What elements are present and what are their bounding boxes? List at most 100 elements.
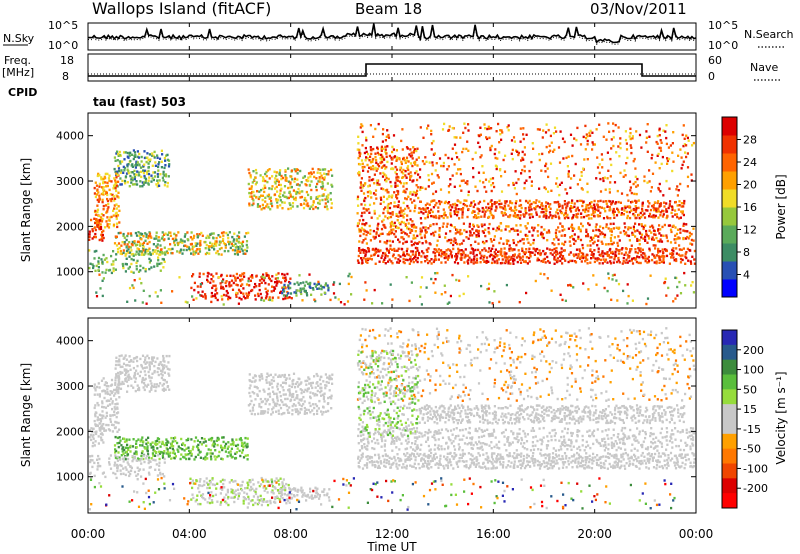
- power-cell: [108, 268, 112, 272]
- power-cell: [434, 272, 437, 275]
- power-cell: [547, 190, 550, 193]
- velocity-cell: [266, 411, 269, 414]
- power-cell: [598, 262, 601, 265]
- power-cell: [644, 235, 647, 238]
- power-cell: [454, 204, 457, 207]
- power-cell: [394, 171, 397, 174]
- power-cell: [659, 258, 662, 261]
- power-cell: [610, 163, 613, 167]
- power-cell: [635, 208, 638, 212]
- power-cell: [254, 298, 257, 301]
- power-cell: [397, 204, 400, 207]
- power-cell: [598, 205, 601, 209]
- power-cell: [486, 288, 489, 291]
- velocity-cell: [118, 377, 121, 380]
- power-cell: [499, 237, 502, 240]
- velocity-cell: [111, 390, 114, 393]
- power-cell: [122, 171, 125, 174]
- power-cell: [347, 282, 350, 286]
- power-cell: [678, 200, 681, 203]
- power-cell: [361, 162, 364, 165]
- velocity-cell: [279, 384, 282, 387]
- power-cell: [392, 148, 395, 151]
- power-cell: [569, 283, 572, 287]
- power-cell: [580, 212, 583, 215]
- power-cell: [369, 191, 372, 194]
- power-cell: [381, 220, 384, 223]
- power-cell: [671, 208, 674, 211]
- power-cell: [97, 256, 101, 260]
- power-cell: [441, 252, 444, 255]
- power-colorbar-label: Power [dB]: [774, 174, 788, 239]
- velocity-cell: [113, 413, 116, 416]
- power-cell: [360, 203, 363, 206]
- power-cell: [662, 261, 665, 264]
- power-cell: [564, 188, 567, 191]
- power-cell: [378, 234, 381, 237]
- power-cell: [389, 180, 392, 184]
- power-cell: [524, 260, 527, 263]
- power-cell: [682, 160, 685, 163]
- power-cell: [115, 217, 118, 220]
- power-cell: [462, 239, 465, 242]
- power-cell: [153, 156, 156, 159]
- velocity-cell: [122, 362, 126, 365]
- power-cell: [528, 213, 531, 216]
- power-cell: [500, 202, 503, 205]
- power-cell: [559, 209, 562, 212]
- velocity-cell: [296, 385, 300, 388]
- power-cell: [589, 239, 592, 243]
- power-cell: [256, 203, 260, 206]
- power-cell: [659, 228, 662, 231]
- power-cell: [523, 214, 526, 217]
- velocity-cell: [251, 390, 254, 394]
- power-cell: [387, 136, 391, 139]
- velocity-cell: [284, 378, 287, 382]
- velocity-cell: [204, 455, 207, 459]
- power-cell: [261, 275, 264, 278]
- power-cell: [569, 251, 572, 254]
- power-cell: [382, 208, 386, 211]
- power-cell: [501, 254, 504, 258]
- power-cell: [132, 149, 135, 152]
- power-cell: [641, 209, 644, 213]
- power-cell: [259, 174, 262, 177]
- power-cell: [641, 201, 644, 204]
- power-cell: [494, 156, 497, 160]
- power-cell: [485, 190, 488, 193]
- power-cell: [601, 232, 605, 236]
- power-cell: [595, 283, 598, 286]
- power-cell: [251, 203, 254, 207]
- power-cell: [157, 182, 160, 185]
- power-cell: [399, 168, 402, 172]
- power-cell: [636, 184, 639, 187]
- velocity-cell: [117, 445, 120, 449]
- power-cell: [127, 163, 130, 166]
- power-cell: [686, 230, 689, 233]
- power-cell: [647, 200, 650, 203]
- power-cell: [507, 204, 510, 207]
- power-cell: [386, 204, 389, 207]
- power-cell: [609, 208, 612, 211]
- power-cell: [466, 182, 469, 186]
- velocity-cell: [294, 410, 298, 414]
- power-cell: [553, 255, 556, 259]
- power-cell: [366, 163, 369, 167]
- power-cell: [623, 232, 626, 236]
- power-cell: [555, 236, 558, 239]
- velocity-cell: [121, 371, 124, 374]
- power-cell: [448, 301, 451, 304]
- velocity-cell: [161, 454, 164, 457]
- velocity-cell: [114, 426, 117, 429]
- velocity-cell: [172, 437, 175, 440]
- power-cell: [204, 295, 207, 298]
- power-cell: [96, 188, 99, 191]
- power-cell: [485, 206, 488, 209]
- power-cell: [564, 209, 568, 212]
- power-cell: [462, 202, 465, 206]
- power-cell: [139, 264, 142, 268]
- velocity-cell: [114, 420, 117, 424]
- power-cell: [226, 233, 229, 237]
- power-cell: [552, 238, 556, 241]
- power-cell: [623, 253, 626, 256]
